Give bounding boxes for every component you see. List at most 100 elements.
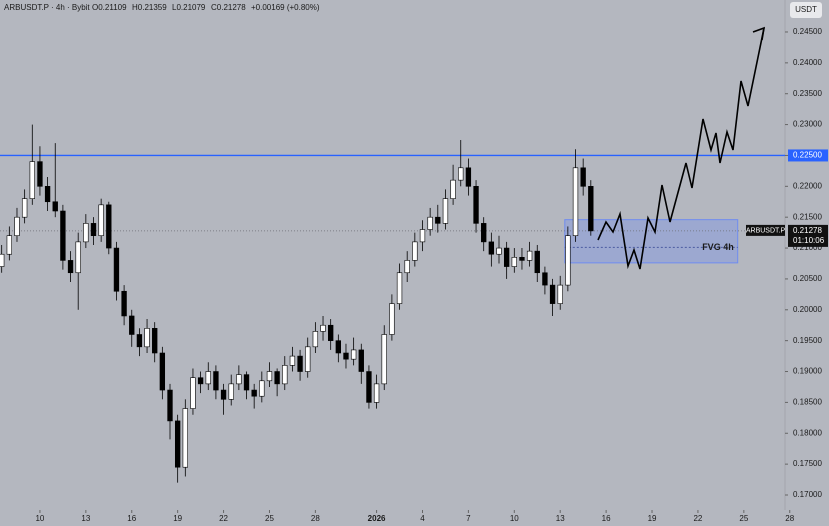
x-tick-label: 22 [693,514,702,523]
candle-body [343,352,349,360]
candle-body [90,223,97,237]
candle-body [435,216,441,224]
candle-body [83,223,89,243]
projection-arrow [597,27,765,270]
candle-body [106,204,112,249]
y-tick-label: 0.23000 [793,120,822,129]
candle-body [289,355,296,366]
candle-body [572,167,579,237]
candle-body [519,257,525,261]
candle-body [404,260,410,274]
candle-body [251,389,257,397]
y-tick-label: 0.17000 [793,490,822,499]
candle-body [335,340,342,354]
x-tick-label: 19 [173,514,182,523]
y-tick-label: 0.21500 [793,212,822,221]
y-tick-label: 0.22000 [793,181,822,190]
y-tick-label: 0.24000 [793,58,822,67]
x-tick-label: 13 [556,514,565,523]
candle-body [174,420,181,468]
candle-body [549,284,556,304]
fvg-zone [564,219,739,264]
candle-body [526,250,533,261]
x-tick-label: 16 [127,514,136,523]
ohlc-change: +0.00169 (+0.80%) [251,3,320,12]
candle-body [75,241,81,274]
y-tick-label: 0.19500 [793,336,822,345]
candle-body [488,241,495,255]
candle-body [481,223,487,243]
y-tick-label: 0.17500 [793,459,822,468]
x-tick-label: 22 [219,514,228,523]
candle-body [14,216,20,237]
y-tick-label: 0.23500 [793,89,822,98]
candle-body [21,198,28,218]
candle-body [37,161,43,187]
candle-body [496,247,502,255]
candle-body [274,371,280,385]
x-tick-label: 13 [81,514,90,523]
candle-body [129,315,135,335]
y-tick-label: 0.24500 [793,27,822,36]
candle-body [159,352,166,391]
candle-body [190,377,196,409]
x-tick-label: 2026 [368,514,386,523]
candle-body [213,371,219,391]
candle-body [557,284,563,304]
candle-body [580,167,586,187]
ohlc-open: O0.21109 [92,3,127,12]
fvg-label: FVG 4h [702,242,734,252]
candle-body [442,198,449,224]
candle-body [98,204,104,237]
symbol-label-box [746,224,785,236]
candle-body [136,334,143,348]
candle-body [366,371,372,403]
candle-body [44,186,51,203]
ohlc-low: L0.21079 [172,3,206,12]
x-tick-label: 28 [785,514,794,523]
candle-body [473,186,479,224]
currency-box[interactable] [790,2,822,18]
candle-body [503,247,510,267]
candle-body [534,250,540,274]
candle-body [236,374,242,385]
x-tick-label: 10 [510,514,519,523]
candle-body [427,216,433,230]
candle-body [197,377,204,385]
candle-body [312,331,319,348]
candle-body [113,247,120,292]
y-tick-label: 0.20000 [793,305,822,314]
candle-body [412,241,418,261]
y-tick-label: 0.19000 [793,367,822,376]
x-tick-label: 7 [466,514,471,523]
candle-body [6,235,13,255]
candle-body [220,389,227,400]
candle-body [182,408,188,468]
candle-body [305,346,311,372]
candle-body [328,324,334,341]
x-tick-label: 25 [265,514,274,523]
candle-body [228,383,234,400]
arrow-head [752,26,766,41]
y-tick-label: 0.20500 [793,274,822,283]
candle-body [52,201,58,212]
candle-body [373,383,380,403]
candle-body [243,374,250,391]
candle-body [542,272,548,286]
candle-body [282,365,288,385]
ohlc-close: C0.21278 [211,3,246,12]
candle-body [450,179,456,199]
candle-body [358,349,364,372]
x-tick-label: 16 [602,514,611,523]
price-label: 0.21278 [793,226,822,235]
currency[interactable]: USDT [795,5,817,14]
ohlc-high: H0.21359 [132,3,167,12]
candle-body [396,272,403,304]
symbol: ARBUSDT.P · 4h · Bybit [4,3,90,12]
y-tick-label: 0.21000 [793,243,822,252]
candle-body [67,260,74,274]
level-label-box [788,149,828,162]
candle-body [152,328,158,354]
price-label-box [788,224,828,247]
